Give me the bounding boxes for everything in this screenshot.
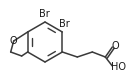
Text: O: O <box>111 41 119 51</box>
Text: Br: Br <box>39 9 49 19</box>
Text: Br: Br <box>59 19 70 29</box>
Text: HO: HO <box>111 62 126 72</box>
Text: O: O <box>10 36 18 46</box>
